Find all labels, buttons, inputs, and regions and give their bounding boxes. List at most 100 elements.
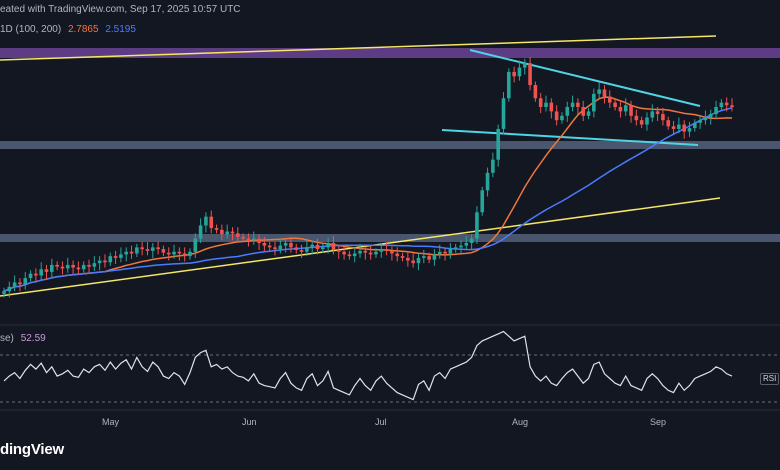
candle-body: [246, 238, 251, 241]
month-label-may: May: [102, 417, 120, 427]
candle-body: [469, 238, 474, 243]
candle-body: [87, 264, 91, 267]
candle-body: [177, 251, 182, 254]
candle-body: [209, 216, 214, 229]
candle-body: [708, 114, 713, 118]
candle-body: [406, 257, 410, 261]
candle-body: [368, 252, 373, 255]
channel-upper-trendline[interactable]: [0, 35, 717, 61]
mid-support-zone: [0, 234, 780, 242]
candle-body: [257, 238, 261, 243]
candle-body: [225, 231, 229, 235]
candle-body: [570, 102, 575, 108]
candle-body: [517, 67, 522, 77]
candle-body: [65, 264, 70, 269]
candle-body: [140, 247, 144, 250]
candle-body: [565, 107, 570, 116]
candle-body: [592, 93, 596, 112]
candle-body: [703, 117, 708, 121]
candle-body: [576, 102, 580, 108]
candle-body: [97, 260, 102, 264]
wedge-lower-trendline[interactable]: [441, 129, 699, 146]
candle-body: [379, 249, 384, 252]
rsi-value: 52.59: [20, 333, 46, 344]
candle-body: [693, 122, 697, 129]
candle-body: [23, 278, 28, 285]
candle-body: [581, 107, 586, 116]
candle-body: [55, 264, 59, 267]
candle-body: [305, 247, 309, 252]
resistance-zone: [0, 48, 780, 58]
ma200-value: 2.5195: [105, 24, 136, 35]
candle-body: [103, 260, 107, 263]
candle-body: [421, 256, 426, 258]
candle-body: [671, 126, 676, 129]
month-label-aug: Aug: [512, 417, 529, 427]
candle-body: [480, 190, 485, 213]
candle-body: [437, 251, 442, 255]
candle-body: [50, 264, 54, 272]
candle-body: [607, 96, 612, 103]
candle-body: [501, 98, 506, 129]
candle-body: [145, 249, 150, 251]
candle-body: [273, 247, 277, 250]
candle-body: [544, 102, 548, 108]
candle-body: [71, 264, 75, 268]
candle-body: [310, 244, 315, 248]
candle-body: [182, 253, 187, 257]
candle-body: [448, 249, 453, 254]
rsi-legend: se) 52.59: [0, 333, 46, 344]
candle-body: [28, 273, 33, 279]
candle-body: [528, 63, 532, 86]
candle-body: [262, 242, 267, 246]
candle-body: [639, 120, 644, 125]
candle-body: [34, 273, 38, 276]
candle-body: [220, 229, 224, 235]
candle-body: [549, 102, 554, 112]
support-zone: [0, 141, 780, 149]
ma100-value: 2.7865: [67, 24, 99, 35]
candle-body: [374, 251, 378, 255]
candle-body: [496, 128, 500, 160]
candle-body: [161, 249, 166, 253]
candle-body: [666, 120, 671, 127]
candle-body: [60, 266, 65, 269]
candle-body: [661, 114, 665, 121]
candle-body: [538, 98, 543, 108]
chart-header: eated with TradingView.com, Sep 17, 2025…: [0, 4, 241, 15]
candle-body: [278, 245, 283, 250]
candle-body: [677, 124, 681, 129]
candle-body: [390, 250, 394, 254]
candle-body: [289, 242, 293, 248]
candle-body: [443, 251, 447, 254]
candle-body: [331, 242, 336, 250]
candle-body: [618, 107, 623, 112]
candle-body: [92, 263, 97, 267]
candle-body: [459, 245, 463, 248]
candle-body: [475, 212, 479, 239]
candle-body: [682, 124, 686, 132]
candle-body: [230, 231, 235, 234]
candle-body: [236, 233, 240, 237]
candle-body: [18, 282, 22, 285]
candle-body: [321, 247, 325, 250]
candle-body: [485, 172, 490, 191]
candle-body: [602, 89, 607, 97]
candle-body: [172, 251, 176, 255]
candle-body: [629, 105, 633, 116]
candle-body: [241, 236, 245, 239]
candle-body: [352, 253, 357, 257]
candle-body: [81, 264, 86, 270]
rsi-axis-tag: RSI: [760, 373, 780, 385]
candle-body: [315, 244, 320, 250]
wedge-upper-trendline[interactable]: [469, 49, 701, 107]
candle-body: [597, 89, 601, 94]
candle-body: [384, 249, 389, 251]
candle-body: [267, 245, 272, 248]
candle-body: [453, 247, 458, 250]
candle-body: [214, 228, 219, 230]
candle-body: [400, 256, 405, 258]
candle-body: [416, 257, 421, 264]
